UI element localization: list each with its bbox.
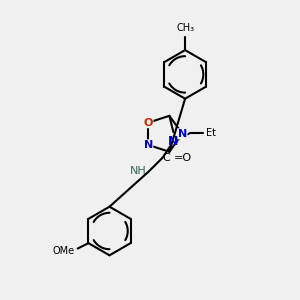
Text: =O: =O: [173, 153, 191, 163]
Text: OMe: OMe: [53, 246, 75, 256]
Text: N: N: [168, 135, 178, 148]
Text: N: N: [178, 129, 187, 139]
Text: N: N: [144, 140, 153, 150]
Text: CH₃: CH₃: [176, 22, 194, 32]
Text: Et: Et: [206, 128, 216, 138]
Text: O: O: [143, 118, 153, 128]
Text: NH: NH: [130, 166, 146, 176]
Text: C: C: [163, 153, 170, 163]
